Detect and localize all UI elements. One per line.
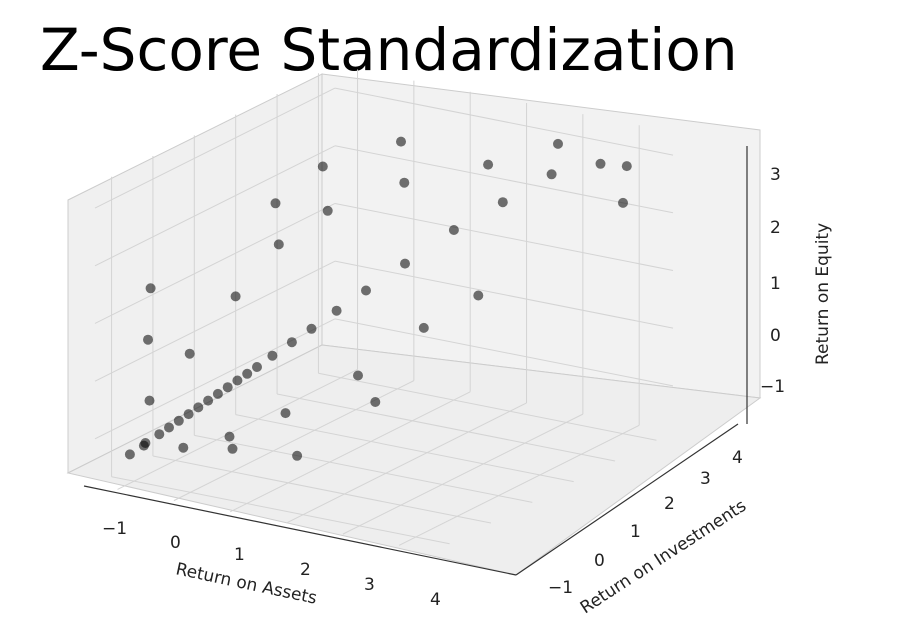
x-tick-label: 3: [364, 575, 375, 595]
scatter-point: [184, 348, 195, 359]
x-tick-label: 1: [234, 545, 245, 565]
grid-line: [334, 87, 674, 156]
y-tick-label: 3: [700, 469, 711, 489]
scatter-point: [473, 290, 484, 301]
gridlines: [94, 69, 674, 546]
scatter-point: [222, 382, 233, 393]
grid-line: [342, 413, 584, 535]
scatter-point: [317, 161, 328, 172]
grid-line: [94, 145, 336, 267]
z-tick-label: −1: [760, 377, 785, 397]
scatter-point: [280, 408, 291, 419]
axis-lines: [83, 146, 748, 576]
scatter-point: [232, 375, 243, 386]
scatter-point: [353, 370, 363, 381]
scatter-point: [124, 449, 135, 460]
y-tick-label: 2: [664, 494, 675, 514]
chart-title: Z-Score Standardization: [40, 16, 738, 84]
scatter-point: [546, 169, 557, 180]
scatter-point: [145, 283, 156, 294]
grid-line: [194, 434, 533, 503]
scatter-point: [252, 362, 262, 372]
scatter-point: [396, 136, 406, 147]
grid-line: [235, 414, 574, 483]
y-axis-line: [515, 423, 739, 576]
scatter-point: [140, 438, 151, 448]
grid-line: [94, 87, 336, 209]
grid-line: [334, 318, 674, 387]
y-tick-label: 4: [732, 448, 743, 468]
y-tick-label: −1: [548, 578, 573, 598]
scatter-point: [173, 415, 184, 426]
scatter-point: [183, 409, 194, 420]
scatter-points: [124, 136, 632, 461]
grid-line: [229, 391, 471, 513]
z-tick-label: 3: [770, 165, 781, 185]
scatter-point: [270, 198, 281, 209]
scatter-point: [497, 197, 508, 208]
axis-panes: [66, 73, 762, 576]
x-axis-line: [83, 485, 517, 576]
scatter-point: [292, 450, 303, 461]
scatter-point: [286, 337, 297, 348]
grid-line: [111, 476, 450, 545]
scatter-point: [230, 291, 241, 302]
scatter-point: [143, 334, 153, 345]
scatter-point: [400, 258, 410, 269]
scatter-point: [621, 161, 632, 172]
scatter-point: [370, 397, 381, 407]
grid-line: [334, 145, 674, 214]
scatter-point: [418, 322, 429, 333]
grid-line: [152, 455, 492, 524]
scatter-point: [203, 395, 214, 406]
grid-line: [334, 202, 674, 271]
scatter-point: [154, 429, 165, 440]
grid-line: [318, 372, 657, 441]
z-tick-labels: −1 0 1 2 3: [760, 165, 785, 397]
z-axis-label: Return on Equity: [813, 223, 833, 365]
z-tick-label: 1: [770, 274, 781, 294]
floor-pane: [66, 344, 762, 576]
scatter-point: [178, 442, 189, 453]
scatter-point: [331, 305, 342, 316]
grid-line: [94, 203, 336, 324]
grid-line: [117, 369, 358, 490]
scatter-point: [164, 422, 174, 433]
scatter-point: [618, 197, 628, 208]
x-tick-label: 4: [430, 590, 441, 610]
x-tick-label: 2: [300, 560, 311, 580]
scatter-point: [224, 431, 235, 442]
scatter-point: [242, 368, 253, 379]
scatter-point: [212, 388, 223, 399]
grid-line: [94, 260, 336, 382]
x-tick-label: −1: [102, 519, 127, 539]
grid-line: [286, 402, 527, 524]
back-pane: [321, 73, 761, 399]
scatter-point: [227, 443, 238, 454]
x-tick-label: 0: [170, 533, 181, 553]
grid-line: [276, 393, 616, 462]
x-tick-labels: −1 0 1 2 3 4: [102, 519, 441, 610]
y-tick-label: 0: [594, 551, 605, 571]
scatter-point: [361, 285, 371, 296]
scatter-point: [399, 177, 410, 188]
scatter-point: [553, 138, 563, 149]
scatter-point: [306, 323, 317, 334]
scatter-point: [595, 158, 606, 169]
grid-line: [398, 424, 640, 546]
scatter-point: [322, 205, 333, 216]
z-tick-label: 2: [770, 218, 781, 238]
scatter-point: [483, 159, 494, 170]
x-axis-label: Return on Assets: [174, 559, 319, 608]
scatter-point: [273, 239, 284, 250]
y-tick-label: 1: [630, 522, 641, 542]
y-tick-labels: −1 0 1 2 3 4: [548, 448, 743, 598]
scatter-point: [448, 225, 459, 235]
z-tick-label: 0: [770, 326, 781, 346]
scatter-point: [144, 395, 155, 406]
scatter-point: [193, 402, 204, 413]
grid-line: [334, 260, 674, 329]
scatter-point: [267, 350, 278, 361]
